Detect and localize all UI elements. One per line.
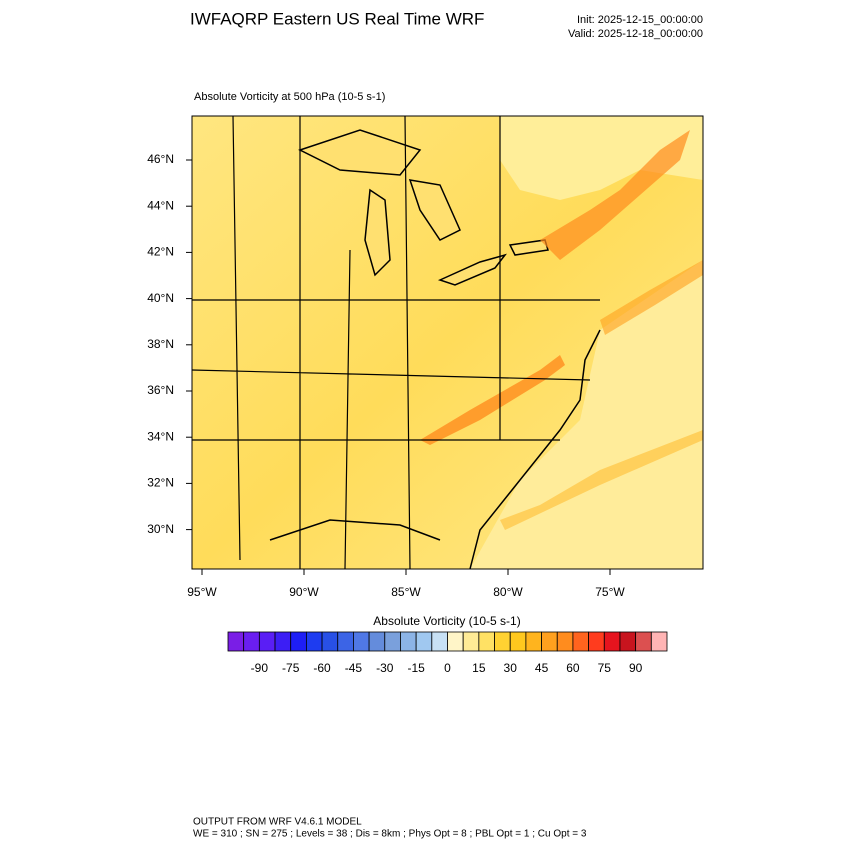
lat-label: 46°N <box>147 152 174 166</box>
vorticity-band <box>500 430 703 530</box>
colorbar-label: 0 <box>444 661 451 675</box>
colorbar-box <box>321 631 339 652</box>
state-borders <box>191 115 600 570</box>
colorbar-label: -90 <box>251 661 269 675</box>
colorbar-box <box>509 631 527 652</box>
colorbar-box <box>478 631 495 652</box>
colorbar-box <box>588 631 605 652</box>
colorbar-box <box>415 631 433 652</box>
colorbar-label: 15 <box>472 661 486 675</box>
lon-label: 95°W <box>187 585 217 599</box>
colorbar-box <box>290 631 307 652</box>
colorbar-title: Absolute Vorticity (10-5 s-1) <box>373 614 520 628</box>
lat-label: 42°N <box>147 245 174 259</box>
colorbar-box <box>431 631 448 652</box>
colorbar-label: 75 <box>598 661 612 675</box>
colorbar-box <box>400 631 417 652</box>
lake-ontario <box>508 239 549 256</box>
colorbar-box <box>258 631 276 652</box>
gulf-coast <box>269 519 441 541</box>
map-title: Absolute Vorticity at 500 hPa (10-5 s-1) <box>194 91 385 103</box>
colorbar-box <box>337 631 354 652</box>
colorbar-box <box>525 631 542 652</box>
lat-label: 34°N <box>147 429 174 443</box>
colorbar-box <box>274 631 292 652</box>
colorbar-box <box>556 631 574 652</box>
colorbar-box <box>494 631 511 652</box>
lon-label: 90°W <box>289 585 319 599</box>
lake-superior <box>298 129 422 176</box>
page-title: IWFAQRP Eastern US Real Time WRF <box>190 9 484 28</box>
lat-label: 44°N <box>147 198 174 212</box>
colorbar-label: -75 <box>282 661 300 675</box>
coastline <box>469 329 601 570</box>
colorbar-box <box>227 631 245 652</box>
lat-label: 32°N <box>147 476 174 490</box>
vorticity-band <box>540 130 690 260</box>
colorbar-label: -45 <box>345 661 363 675</box>
lat-label: 40°N <box>147 291 174 305</box>
canada-region <box>500 116 703 200</box>
colorbar-box <box>447 631 464 652</box>
vorticity-band <box>600 260 703 335</box>
lon-label: 75°W <box>595 585 625 599</box>
vorticity-band <box>420 355 565 445</box>
colorbar-label: 90 <box>629 661 643 675</box>
colorbar-label: 45 <box>535 661 549 675</box>
lake-michigan <box>364 188 391 277</box>
colorbar-label: -30 <box>376 661 394 675</box>
colorbar-box <box>541 631 558 652</box>
colorbar-label: -60 <box>313 661 331 675</box>
colorbar-box <box>619 631 637 652</box>
colorbar-label: 60 <box>566 661 580 675</box>
colorbar-label: -15 <box>407 661 425 675</box>
init-time: Init: 2025-12-15_00:00:00 <box>577 14 703 26</box>
colorbar-box <box>384 631 401 652</box>
colorbar-box <box>305 631 323 652</box>
lat-label: 36°N <box>147 383 174 397</box>
ocean-region <box>470 260 703 569</box>
colorbar: -90 -75 -60 -45 -30 -15 0 15 30 45 60 75 90 <box>227 631 668 675</box>
footer-line: OUTPUT FROM WRF V4.6.1 MODEL <box>193 817 362 828</box>
map <box>191 115 704 570</box>
valid-time: Valid: 2025-12-18_00:00:00 <box>568 28 703 40</box>
colorbar-box <box>635 631 652 652</box>
lat-label: 38°N <box>147 337 174 351</box>
colorbar-box <box>243 631 260 652</box>
colorbar-box <box>572 631 590 652</box>
colorbar-box <box>650 631 668 652</box>
colorbar-box <box>462 631 480 652</box>
colorbar-box <box>353 631 370 652</box>
lake-huron <box>408 179 461 241</box>
lat-label: 30°N <box>147 522 174 536</box>
colorbar-label: 30 <box>504 661 518 675</box>
map-frame <box>191 115 704 570</box>
axes: 46°N 44°N 42°N 40°N 38°N 36°N 34°N 32°N 30°N 95°W… <box>147 152 625 599</box>
lon-label: 80°W <box>493 585 523 599</box>
colorbar-box <box>603 631 621 652</box>
footer-line: WE = 310 ; SN = 275 ; Levels = 38 ; Dis … <box>193 829 587 840</box>
lon-label: 85°W <box>391 585 421 599</box>
colorbar-box <box>368 631 386 652</box>
